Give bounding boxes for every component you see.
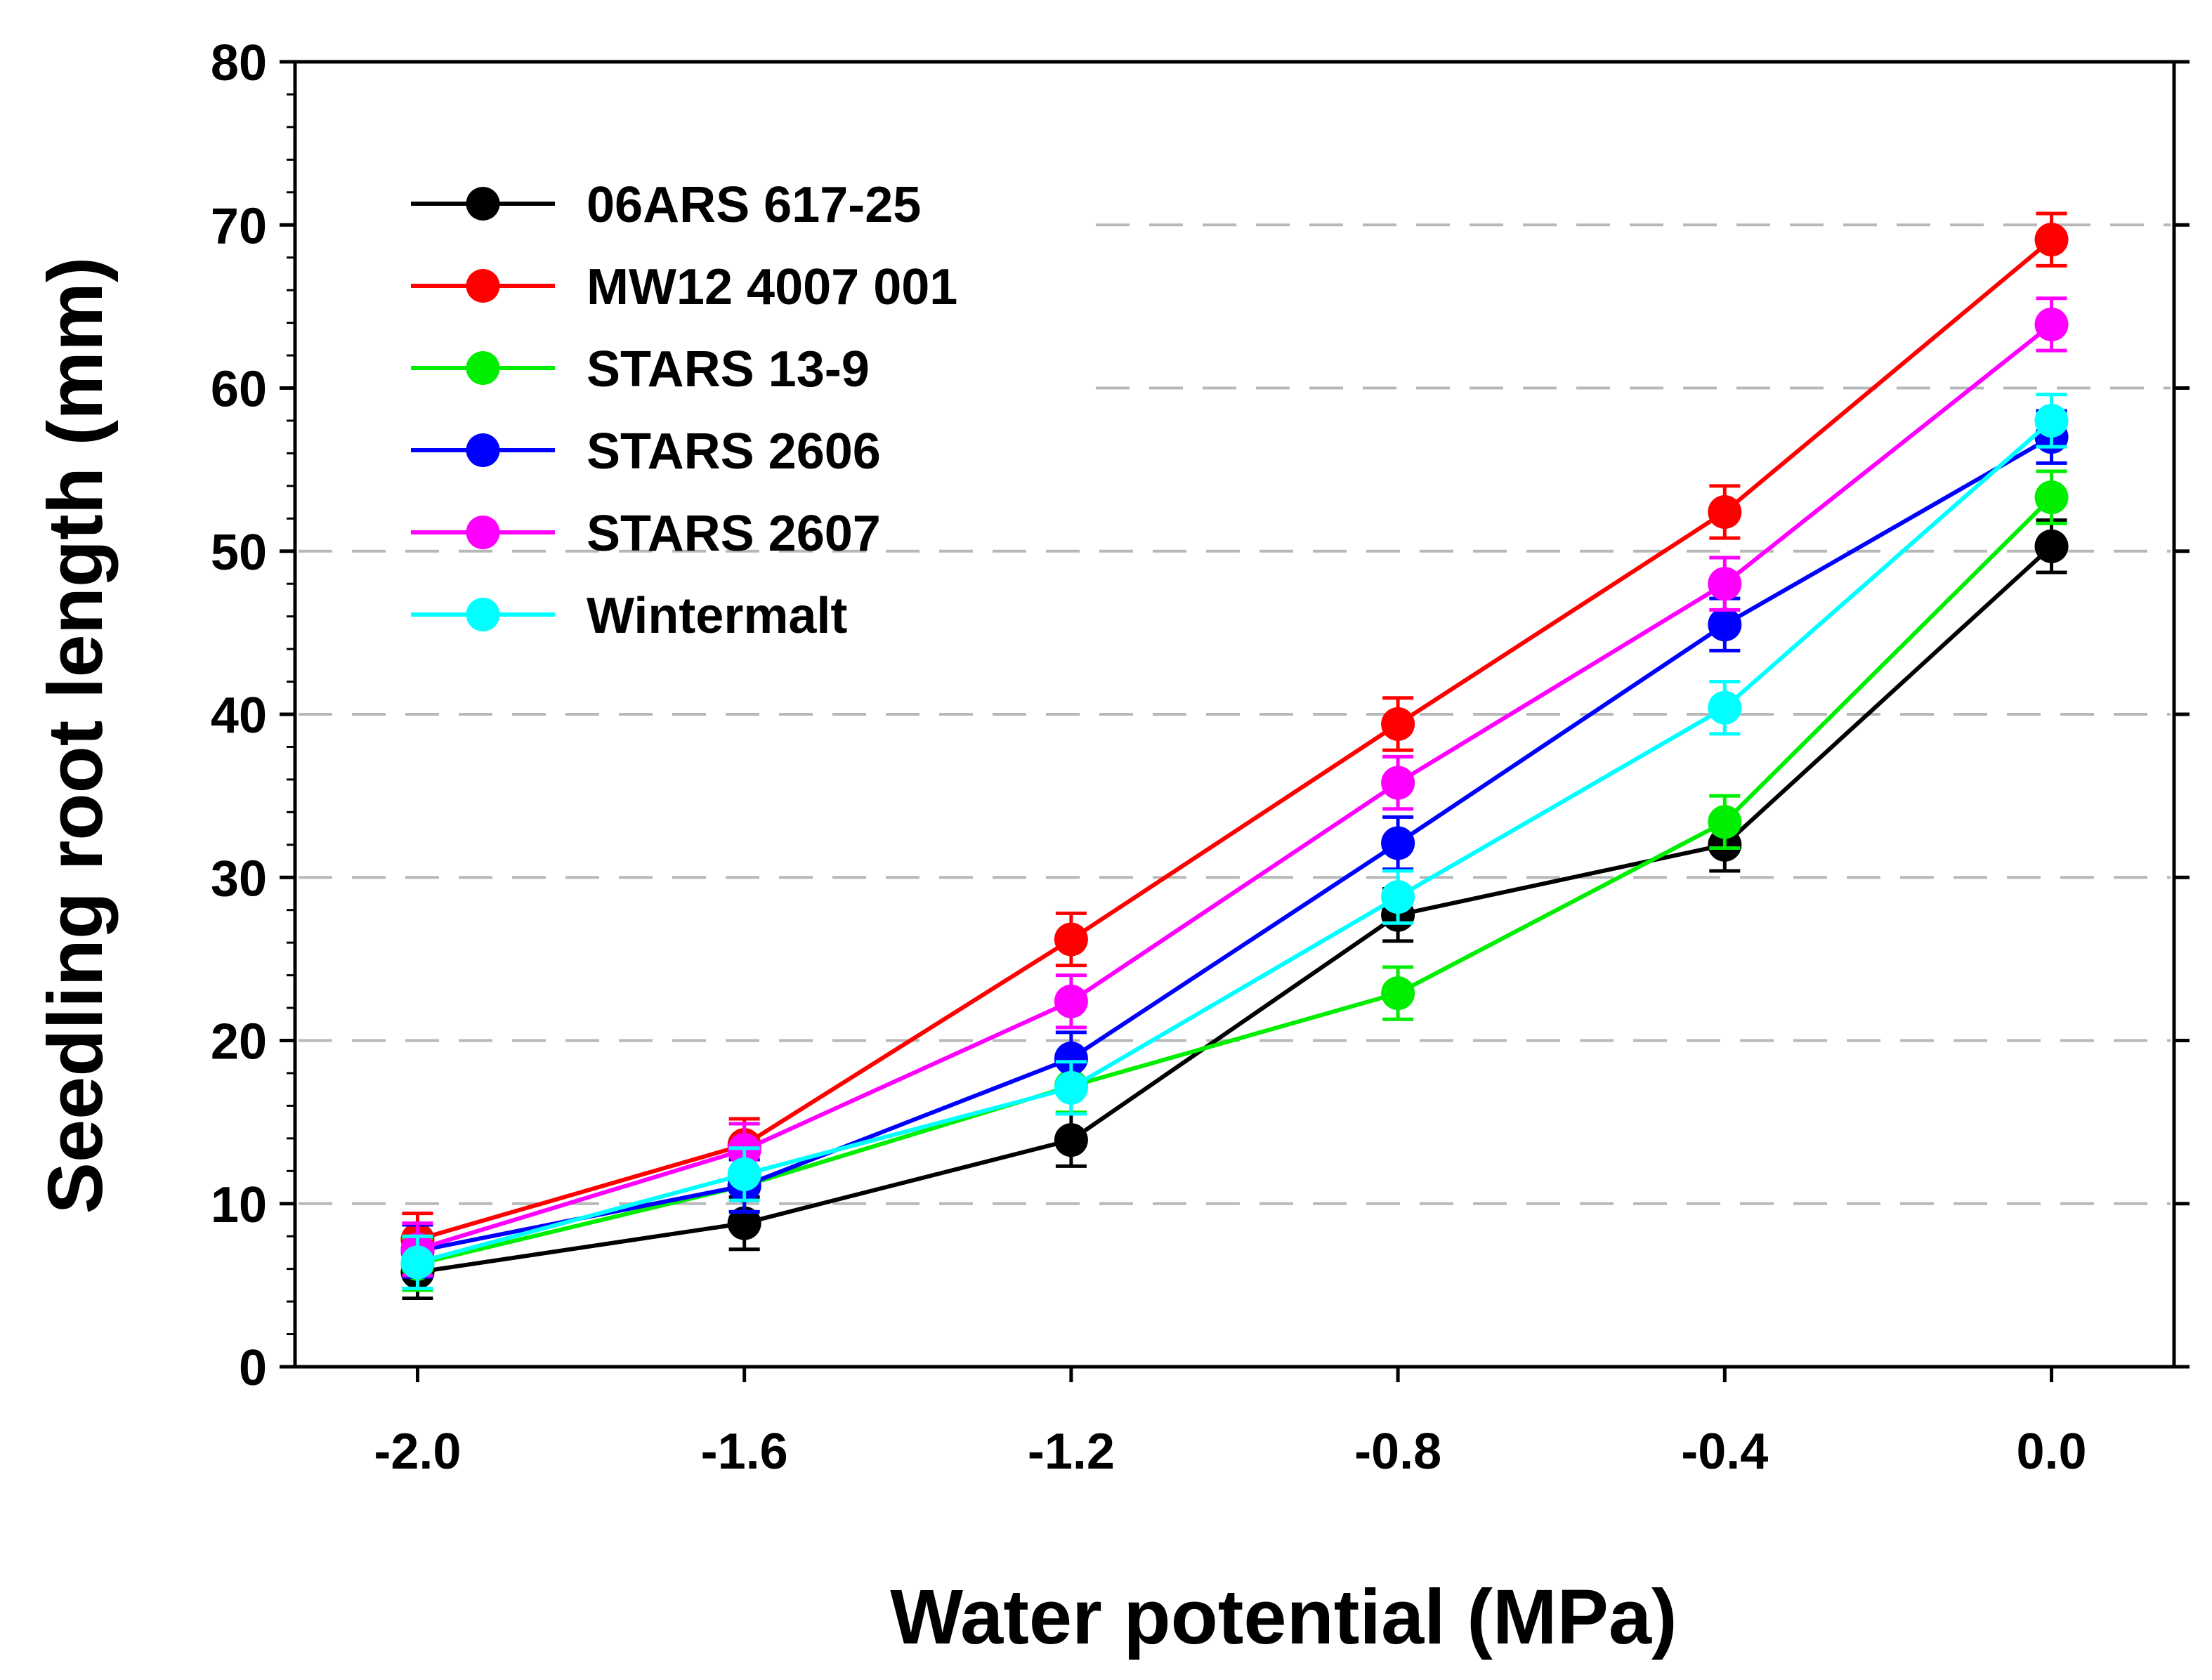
legend-label: MW12 4007 001: [587, 259, 957, 315]
legend-item: 06ARS 617-25: [411, 177, 921, 233]
y-tick-label: 30: [211, 851, 267, 907]
data-point: [727, 1157, 761, 1191]
data-point: [1381, 880, 1415, 914]
x-tick-label: -1.6: [701, 1424, 788, 1480]
legend-label: 06ARS 617-25: [587, 177, 921, 233]
data-point: [2034, 223, 2069, 257]
data-point: [2034, 307, 2069, 341]
y-tick-label: 10: [211, 1177, 267, 1233]
legend-swatch-marker: [466, 269, 500, 303]
legend-item: MW12 4007 001: [411, 259, 957, 315]
x-tick-label: -0.4: [1681, 1424, 1768, 1480]
y-tick-label: 0: [239, 1340, 267, 1396]
x-tick-label: 0.0: [2016, 1424, 2086, 1480]
y-tick-label: 40: [211, 688, 267, 744]
y-tick-label: 60: [211, 362, 267, 418]
axis-ticks: 0 10 20 30 40 50 60 70 80 -2.0 -1.6 -1.2 -0.8 -0.4 0.0: [211, 35, 2190, 1480]
data-point: [1381, 766, 1415, 800]
legend-swatch-marker: [466, 598, 500, 631]
data-point: [1708, 608, 1742, 642]
legend-item: STARS 2606: [411, 424, 881, 480]
data-point: [2034, 529, 2069, 563]
series-line: [417, 322, 2053, 1252]
legend-swatch-marker: [466, 351, 500, 385]
legend-item: STARS 13-9: [411, 341, 870, 398]
data-point: [1381, 976, 1415, 1011]
x-tick-label: -1.2: [1028, 1424, 1115, 1480]
data-point: [1054, 1070, 1088, 1105]
legend-swatch-marker: [466, 433, 500, 467]
data-point: [1381, 826, 1415, 860]
series-stars-2607: [400, 296, 2069, 1278]
y-tick-label: 80: [211, 35, 267, 91]
series-line: [417, 237, 2053, 1242]
legend-item: Wintermalt: [411, 588, 847, 644]
series-group: [400, 211, 2069, 1300]
series-wintermalt: [400, 393, 2069, 1291]
legend-label: STARS 2606: [587, 424, 881, 480]
data-point: [727, 1206, 761, 1240]
data-point: [1708, 495, 1742, 530]
data-point: [1054, 1042, 1088, 1076]
legend-label: Wintermalt: [587, 588, 847, 644]
data-point: [2034, 480, 2069, 515]
series-line: [417, 544, 2053, 1275]
series-line: [417, 419, 2053, 1265]
x-axis-title: Water potential (MPa): [890, 1574, 1677, 1660]
y-tick-label: 70: [211, 198, 267, 254]
data-point: [400, 1245, 435, 1280]
data-point: [1708, 567, 1742, 601]
data-point: [1054, 1123, 1088, 1157]
data-point: [2034, 403, 2069, 438]
x-tick-label: -2.0: [374, 1424, 461, 1480]
y-tick-label: 20: [211, 1014, 267, 1070]
data-point: [1054, 984, 1088, 1018]
legend-swatch-marker: [466, 187, 500, 221]
x-tick-label: -0.8: [1354, 1424, 1441, 1480]
data-point: [1381, 707, 1415, 741]
data-point: [1708, 805, 1742, 839]
data-point: [1054, 922, 1088, 957]
y-axis-title: Seedling root length (mm): [32, 257, 119, 1214]
series-line: [417, 495, 2053, 1266]
y-tick-label: 50: [211, 525, 267, 581]
series-line: [417, 435, 2053, 1254]
legend-label: STARS 13-9: [587, 341, 870, 398]
legend: 06ARS 617-25 MW12 4007 001 STARS 13-9 STARS…: [411, 177, 957, 644]
data-point: [1708, 690, 1742, 725]
legend-label: STARS 2607: [587, 506, 881, 562]
legend-item: STARS 2607: [411, 506, 881, 562]
legend-swatch-marker: [466, 516, 500, 549]
